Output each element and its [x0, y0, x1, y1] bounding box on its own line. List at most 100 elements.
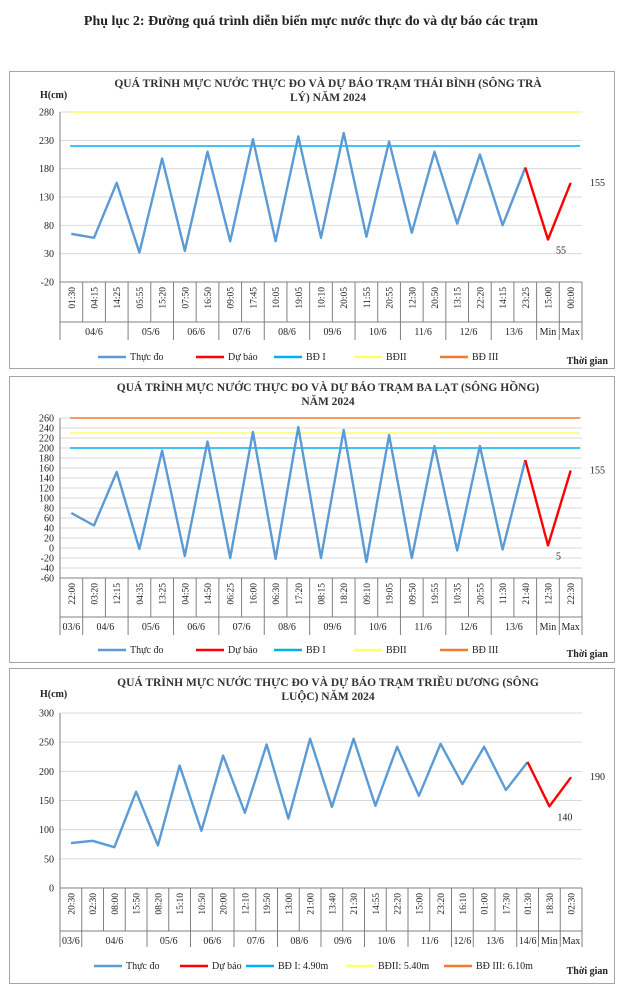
y-tick-label: 180 — [39, 164, 54, 175]
x-axis-label: Thời gian — [567, 966, 609, 977]
x-tick-label: 15:00 — [544, 287, 554, 309]
x-tick-label: 17:30 — [502, 893, 512, 915]
y-tick-label: 100 — [39, 825, 54, 836]
y-tick-label: 80 — [44, 221, 54, 232]
x-tick-label: 12:15 — [113, 583, 123, 605]
forecast-min-label: 5 — [556, 552, 561, 563]
chart-panel-thai-binh: QUÁ TRÌNH MỰC NƯỚC THỰC ĐO VÀ DỰ BÁO TRẠ… — [9, 71, 615, 369]
series-observed-line — [71, 131, 527, 254]
x-tick-label: 17:20 — [295, 583, 305, 605]
x-group-label: 14/6 — [519, 936, 537, 947]
x-tick-label: 16:00 — [249, 583, 259, 605]
forecast-max-label: 190 — [590, 772, 605, 783]
x-group-label: 07/6 — [247, 936, 265, 947]
y-tick-label: 240 — [39, 424, 54, 435]
x-tick-label: 21:00 — [307, 893, 317, 915]
legend-label-forecast: Dự báo — [212, 961, 242, 972]
legend-label-bd2: BĐII: 5.40m — [378, 961, 429, 972]
x-tick-label: 20:55 — [476, 583, 486, 605]
x-tick-label: 04:50 — [181, 583, 191, 605]
x-tick-label: 22:00 — [68, 583, 78, 605]
y-axis-label: H(cm) — [40, 689, 67, 700]
x-tick-label: 15:50 — [133, 893, 143, 915]
y-tick-label: 40 — [44, 524, 54, 535]
x-tick-label: 10:05 — [272, 287, 282, 309]
legend-label-bd2: BĐII — [386, 645, 407, 656]
x-tick-label: 12:30 — [544, 583, 554, 605]
x-tick-label: 14:50 — [204, 583, 214, 605]
x-tick-label: 10:35 — [454, 583, 464, 605]
x-tick-label: 20:30 — [67, 893, 77, 915]
x-group-label: 09/6 — [323, 327, 341, 338]
x-group-label: 11/6 — [421, 936, 438, 947]
series-observed-line — [70, 425, 527, 564]
chart-thai-binh: QUÁ TRÌNH MỰC NƯỚC THỰC ĐO VÀ DỰ BÁO TRẠ… — [39, 76, 609, 367]
x-tick-label: 15:20 — [159, 287, 169, 309]
x-tick-label: 01:30 — [524, 893, 534, 915]
x-tick-label: 23:20 — [437, 893, 447, 915]
chart-title-line: QUÁ TRÌNH MỰC NƯỚC THỰC ĐO VÀ DỰ BÁO TRẠ… — [114, 76, 542, 90]
x-group-label: 13/6 — [505, 327, 523, 338]
chart-title-line: QUÁ TRÌNH MỰC NƯỚC THỰC ĐO VÀ DỰ BÁO TRẠ… — [117, 379, 540, 394]
x-tick-label: 15:10 — [176, 893, 186, 915]
y-tick-label: 0 — [49, 884, 54, 895]
x-group-label: 03/6 — [62, 622, 80, 633]
y-tick-label: 250 — [39, 738, 54, 749]
legend-label-forecast: Dự báo — [228, 352, 258, 363]
chart-trieu-duong: QUÁ TRÌNH MỰC NƯỚC THỰC ĐO VÀ DỰ BÁO TRẠ… — [39, 674, 609, 977]
x-tick-label: 14:15 — [499, 287, 509, 309]
x-axis-label: Thời gian — [567, 356, 609, 367]
x-axis-label: Thời gian — [567, 649, 609, 660]
x-tick-label: 09:05 — [227, 287, 237, 309]
x-group-label: 06/6 — [203, 936, 221, 947]
x-tick-label: 21:30 — [350, 893, 360, 915]
x-tick-label: 10:10 — [318, 287, 328, 309]
x-tick-label: 13:15 — [454, 287, 464, 309]
chart-title-line: LÝ) NĂM 2024 — [290, 90, 366, 104]
x-tick-label: 16:50 — [204, 287, 214, 309]
x-group-label: Min — [540, 622, 557, 633]
y-tick-label: -60 — [41, 574, 54, 585]
y-tick-label: -20 — [41, 278, 54, 289]
x-tick-label: 21:40 — [522, 583, 532, 605]
y-tick-label: 60 — [44, 514, 54, 525]
forecast-max-label: 155 — [590, 178, 605, 189]
x-tick-label: 02:30 — [89, 893, 99, 915]
x-tick-label: 02:30 — [568, 893, 578, 915]
x-tick-label: 14:25 — [113, 287, 123, 309]
x-tick-label: 08:15 — [318, 583, 328, 605]
x-group-label: 10/6 — [369, 622, 387, 633]
x-group-label: 05/6 — [142, 622, 160, 633]
legend-label-forecast: Dự báo — [228, 645, 258, 656]
x-tick-label: 13:25 — [159, 583, 169, 605]
x-group-label: Max — [561, 622, 579, 633]
x-tick-label: 04:35 — [136, 583, 146, 605]
y-tick-label: 200 — [39, 444, 54, 455]
x-group-label: 04/6 — [85, 327, 103, 338]
x-group-label: 06/6 — [187, 327, 205, 338]
x-tick-label: 05:55 — [136, 287, 146, 309]
series-forecast-line — [524, 459, 572, 547]
x-tick-label: 17:45 — [249, 287, 259, 309]
x-group-label: 10/6 — [369, 327, 387, 338]
x-tick-label: 04:15 — [91, 287, 101, 309]
legend-label-bd3: BĐ III — [472, 645, 498, 656]
x-tick-label: 08:20 — [154, 893, 164, 915]
y-tick-label: 180 — [39, 454, 54, 465]
y-tick-label: 230 — [39, 136, 54, 147]
legend-label-bd1: BĐ I — [306, 645, 326, 656]
x-tick-label: 06:25 — [227, 583, 237, 605]
chart-title-line: LUỘC) NĂM 2024 — [281, 689, 375, 703]
x-tick-label: 01:00 — [481, 893, 491, 915]
y-tick-label: 0 — [49, 544, 54, 555]
series-forecast-line — [526, 761, 573, 808]
x-group-label: Max — [561, 327, 579, 338]
x-tick-label: 12:30 — [408, 287, 418, 309]
y-tick-label: 30 — [44, 249, 54, 260]
x-group-label: 12/6 — [460, 622, 478, 633]
x-tick-label: 03:20 — [91, 583, 101, 605]
x-tick-label: 13:40 — [328, 893, 338, 915]
x-group-label: 10/6 — [377, 936, 395, 947]
x-tick-label: 01:30 — [68, 287, 78, 309]
series-observed-line — [70, 737, 529, 849]
